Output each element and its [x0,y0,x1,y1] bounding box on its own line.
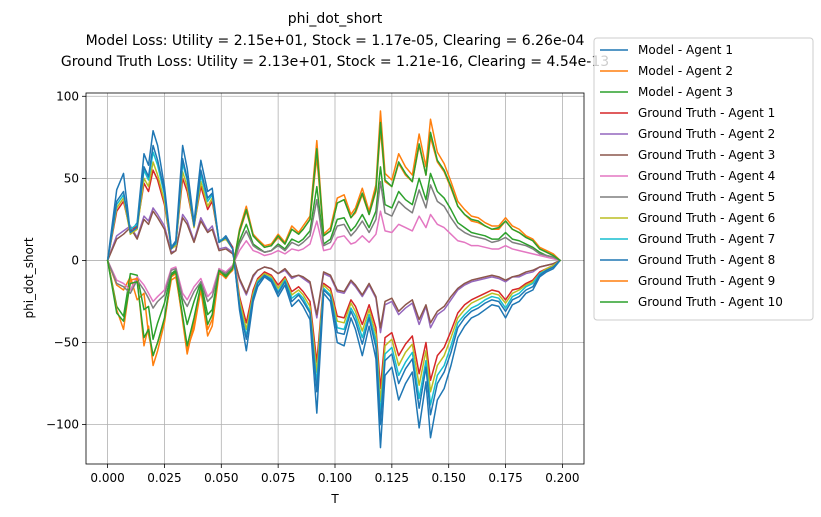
y-tick-label: −100 [46,418,79,432]
legend-label: Ground Truth - Agent 7 [638,232,775,246]
series-line-6 [106,210,561,329]
series-line-8 [106,180,561,309]
series-line-3 [106,166,561,340]
series-line-13 [106,121,561,357]
legend-label: Ground Truth - Agent 2 [638,127,775,141]
legend-label: Ground Truth - Agent 9 [638,274,775,288]
legend-label: Ground Truth - Agent 4 [638,169,775,183]
x-tick-label: 0.075 [261,471,295,485]
legend-label: Model - Agent 1 [638,43,733,57]
y-tick-label: 100 [56,89,79,103]
legend-label: Ground Truth - Agent 6 [638,211,775,225]
x-axis-label: T [330,492,339,506]
x-tick-label: 0.050 [204,471,238,485]
series-line-7 [106,210,561,303]
y-ticks: −100 −50 0 50 100 [46,89,86,432]
legend-label: Ground Truth - Agent 1 [638,106,775,120]
legend-label: Ground Truth - Agent 3 [638,148,775,162]
legend-label: Ground Truth - Agent 10 [638,295,783,309]
y-tick-label: −50 [54,336,79,350]
legend-label: Ground Truth - Agent 8 [638,253,775,267]
y-axis-label: phi_dot_short [22,237,36,318]
grid [86,93,584,464]
x-tick-label: 0.175 [488,471,522,485]
series-line-1 [106,130,561,449]
x-tick-label: 0.200 [545,471,579,485]
x-tick-label: 0.000 [90,471,124,485]
x-tick-label: 0.100 [318,471,352,485]
chart-subtitle-line-1: Model Loss: Utility = 2.15e+01, Stock = … [86,33,585,49]
legend-label: Model - Agent 2 [638,64,733,78]
y-tick-label: 50 [64,171,79,185]
series-line-11 [106,144,561,426]
legend-label: Model - Agent 3 [638,85,733,99]
chart-title: phi_dot_short [288,11,383,27]
y-tick-label: 0 [71,253,79,267]
x-tick-label: 0.150 [432,471,466,485]
legend-frame [593,37,814,321]
legend-label: Ground Truth - Agent 5 [638,190,775,204]
chart-subtitle-line-2: Ground Truth Loss: Utility = 2.13e+01, S… [61,54,609,70]
series-lines [106,110,561,449]
x-ticks: 0.000 0.025 0.050 0.075 0.100 0.125 0.150 0.175… [90,464,580,485]
x-tick-label: 0.125 [375,471,409,485]
legend: Model - Agent 1 Model - Agent 2 Model - Ag… [593,37,814,321]
x-tick-label: 0.025 [147,471,181,485]
